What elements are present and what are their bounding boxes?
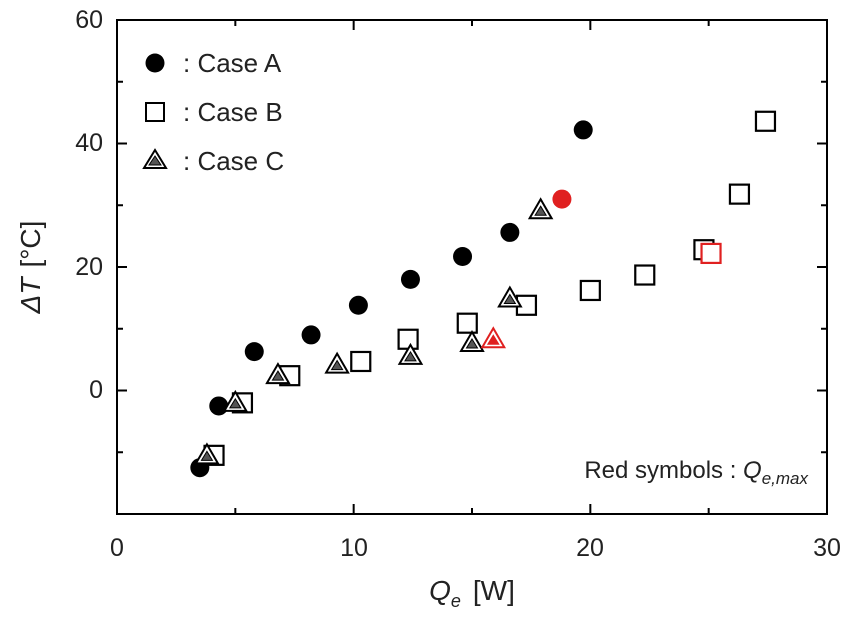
plot-frame — [116, 19, 828, 515]
data-point-case-c — [265, 362, 291, 385]
data-point-case-b — [728, 183, 751, 205]
data-point-case-b — [350, 350, 372, 373]
legend-marker-case-b — [145, 102, 165, 122]
data-point-case-a — [348, 295, 368, 315]
data-point-case-a — [301, 325, 321, 345]
red-symbols-note-symbol: Q — [743, 457, 762, 484]
data-point-case-a — [400, 269, 420, 289]
x-axis-unit: [W] — [473, 575, 515, 606]
data-point-case-a — [209, 396, 229, 416]
data-point-case-c — [527, 197, 554, 220]
y-tick-label-0: 0 — [89, 376, 103, 404]
data-point-case-c — [459, 329, 485, 352]
data-point-case-c — [194, 442, 220, 465]
x-tick-labels: 0 10 20 30 — [110, 534, 841, 562]
axis-ticks — [116, 19, 828, 515]
data-markers — [190, 110, 777, 478]
data-point-case-a — [500, 222, 520, 242]
data-point-case-c — [222, 389, 249, 412]
red-symbols-note-text: Red symbols : — [584, 457, 743, 484]
data-point-case-a — [573, 120, 593, 140]
y-axis-title: ΔT [°C] — [15, 221, 46, 315]
red-symbols-note-subscript: e,max — [762, 469, 809, 488]
x-axis-symbol: Q — [429, 575, 451, 606]
x-axis-subscript: e — [451, 591, 461, 611]
data-point-case-a-qemax — [552, 189, 572, 209]
red-symbols-note: Red symbols : Qe,max — [584, 457, 808, 488]
data-point-case-b — [397, 328, 419, 350]
data-point-case-b — [579, 279, 601, 302]
data-point-case-b-qemax — [700, 242, 722, 265]
y-axis-unit: [°C] — [15, 221, 46, 268]
legend-label-case-a: : Case A — [183, 48, 282, 78]
legend-marker-case-a — [145, 53, 165, 73]
x-tick-label-20: 20 — [576, 534, 604, 562]
legend-label-case-b: : Case B — [183, 97, 283, 127]
legend-marker-case-c — [142, 148, 168, 169]
data-point-case-b — [754, 110, 777, 132]
y-axis-symbol: ΔT — [15, 276, 46, 315]
data-point-case-c — [397, 342, 424, 365]
data-point-case-c — [497, 285, 523, 308]
x-tick-label-30: 30 — [813, 534, 841, 562]
y-tick-labels: 0 20 40 60 — [75, 6, 103, 404]
data-point-case-c — [324, 351, 350, 374]
y-tick-label-60: 60 — [75, 6, 103, 34]
data-point-case-c-qemax — [480, 326, 507, 349]
legend-label-case-c: : Case C — [183, 146, 284, 176]
data-point-case-a — [453, 247, 473, 267]
x-axis-title: Qe [W] — [429, 575, 515, 611]
x-tick-label-0: 0 — [110, 534, 124, 562]
data-point-case-a — [244, 342, 264, 362]
data-point-case-b — [456, 312, 478, 334]
data-point-case-b — [634, 264, 656, 286]
y-tick-label-40: 40 — [75, 129, 103, 157]
x-tick-label-10: 10 — [340, 534, 368, 562]
y-tick-label-20: 20 — [75, 253, 103, 281]
legend: : Case A : Case B : Case C — [142, 48, 284, 176]
